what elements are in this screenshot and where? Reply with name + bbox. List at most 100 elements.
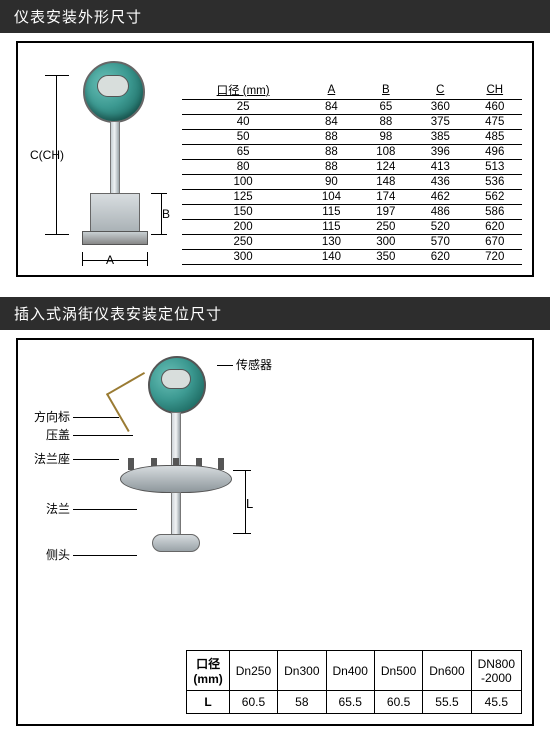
table-cell: 485 [468, 130, 523, 145]
table-cell: 84 [304, 100, 358, 115]
gauge-face-icon [161, 369, 191, 389]
gauge-face-icon [97, 75, 129, 97]
callout-side-head: 侧头 [46, 546, 140, 563]
table-cell: 108 [359, 145, 413, 160]
probe-tip-icon [152, 534, 200, 552]
table-header-row: 口径 (mm) A B C CH [182, 81, 522, 100]
table-row: 258465360460 [182, 100, 522, 115]
table-cell: 98 [359, 130, 413, 145]
table-cell: 150 [182, 205, 304, 220]
callout-cover: 压盖 [46, 426, 136, 443]
table-cell: 115 [304, 220, 358, 235]
callout-sensor: 传感器 [214, 356, 272, 373]
col-header: 口径 (mm) [182, 81, 304, 100]
col-header: Dn300 [278, 651, 326, 691]
table-cell: 620 [413, 250, 467, 265]
table-cell: 124 [359, 160, 413, 175]
table-cell: 88 [304, 160, 358, 175]
table-cell: 125 [182, 190, 304, 205]
col-header: DN800 -2000 [471, 651, 521, 691]
table-cell: 60.5 [229, 691, 277, 714]
table-cell: 436 [413, 175, 467, 190]
table-cell: 88 [359, 115, 413, 130]
table-cell: 375 [413, 115, 467, 130]
table-cell: 562 [468, 190, 523, 205]
table-row: 408488375475 [182, 115, 522, 130]
col-header: A [304, 81, 358, 100]
dim-b-label: B [162, 207, 170, 221]
col-header: Dn500 [374, 651, 422, 691]
table-cell: 88 [304, 130, 358, 145]
table-cell: 140 [304, 250, 358, 265]
col-header: Dn400 [326, 651, 374, 691]
dim-a-label: A [106, 253, 114, 267]
gauge-base-icon [82, 231, 148, 245]
table-cell: 670 [468, 235, 523, 250]
dim-c-label: C(CH) [30, 148, 64, 162]
table-row: 300140350620720 [182, 250, 522, 265]
table-row: 125104174462562 [182, 190, 522, 205]
table-cell: 385 [413, 130, 467, 145]
callout-direction: 方向标 [34, 408, 122, 425]
callout-flange-seat: 法兰座 [34, 450, 122, 467]
table-cell: 300 [182, 250, 304, 265]
table-cell: 300 [359, 235, 413, 250]
table-cell: 100 [182, 175, 304, 190]
col-header: C [413, 81, 467, 100]
section2-box: L 传感器 方向标 压盖 法兰座 法兰 侧头 口径 (mm) Dn250 Dn3… [16, 338, 534, 726]
table-cell: 396 [413, 145, 467, 160]
col-header: Dn250 [229, 651, 277, 691]
table-cell: 25 [182, 100, 304, 115]
table-cell: 58 [278, 691, 326, 714]
col-header: CH [468, 81, 523, 100]
section1-box: C(CH) B A 口径 (mm) A B C CH 2584653604604… [16, 41, 534, 277]
table-cell: 115 [304, 205, 358, 220]
table-row: 150115197486586 [182, 205, 522, 220]
table-cell: 250 [182, 235, 304, 250]
dim-b-line [152, 193, 162, 235]
table-cell: 413 [413, 160, 467, 175]
table-cell: 462 [413, 190, 467, 205]
gauge-head-icon [83, 61, 145, 123]
table-cell: 65 [182, 145, 304, 160]
table-row: 6588108396496 [182, 145, 522, 160]
row-header: L [187, 691, 229, 714]
insertion-dim-table: 口径 (mm) Dn250 Dn300 Dn400 Dn500 Dn600 DN… [186, 650, 522, 714]
table-cell: 200 [182, 220, 304, 235]
table-cell: 148 [359, 175, 413, 190]
table-cell: 197 [359, 205, 413, 220]
table-cell: 88 [304, 145, 358, 160]
table-row: 508898385485 [182, 130, 522, 145]
table-cell: 65 [359, 100, 413, 115]
row-header: 口径 (mm) [187, 651, 229, 691]
table-cell: 486 [413, 205, 467, 220]
table-cell: 586 [468, 205, 523, 220]
table-cell: 84 [304, 115, 358, 130]
table-row: 200115250520620 [182, 220, 522, 235]
table-cell: 360 [413, 100, 467, 115]
table-row: 10090148436536 [182, 175, 522, 190]
gauge-body-icon [90, 193, 140, 233]
table-cell: 55.5 [423, 691, 471, 714]
table-row: 8088124413513 [182, 160, 522, 175]
table-cell: 570 [413, 235, 467, 250]
table-cell: 174 [359, 190, 413, 205]
callout-flange: 法兰 [46, 500, 140, 517]
table-cell: 475 [468, 115, 523, 130]
table-cell: 620 [468, 220, 523, 235]
col-header: B [359, 81, 413, 100]
dimensions-table: 口径 (mm) A B C CH 25846536046040848837547… [182, 81, 522, 265]
table-cell: 90 [304, 175, 358, 190]
table-cell: 65.5 [326, 691, 374, 714]
table-cell: 60.5 [374, 691, 422, 714]
table-cell: 104 [304, 190, 358, 205]
section1-title: 仪表安装外形尺寸 [0, 0, 550, 33]
table-cell: 80 [182, 160, 304, 175]
dim-l-line [236, 470, 246, 534]
table-cell: 45.5 [471, 691, 521, 714]
table-row: 250130300570670 [182, 235, 522, 250]
table-cell: 350 [359, 250, 413, 265]
probe-stem-icon [171, 492, 181, 536]
table-cell: 40 [182, 115, 304, 130]
bottom-diagram: L 传感器 方向标 压盖 法兰座 法兰 侧头 [28, 350, 278, 580]
